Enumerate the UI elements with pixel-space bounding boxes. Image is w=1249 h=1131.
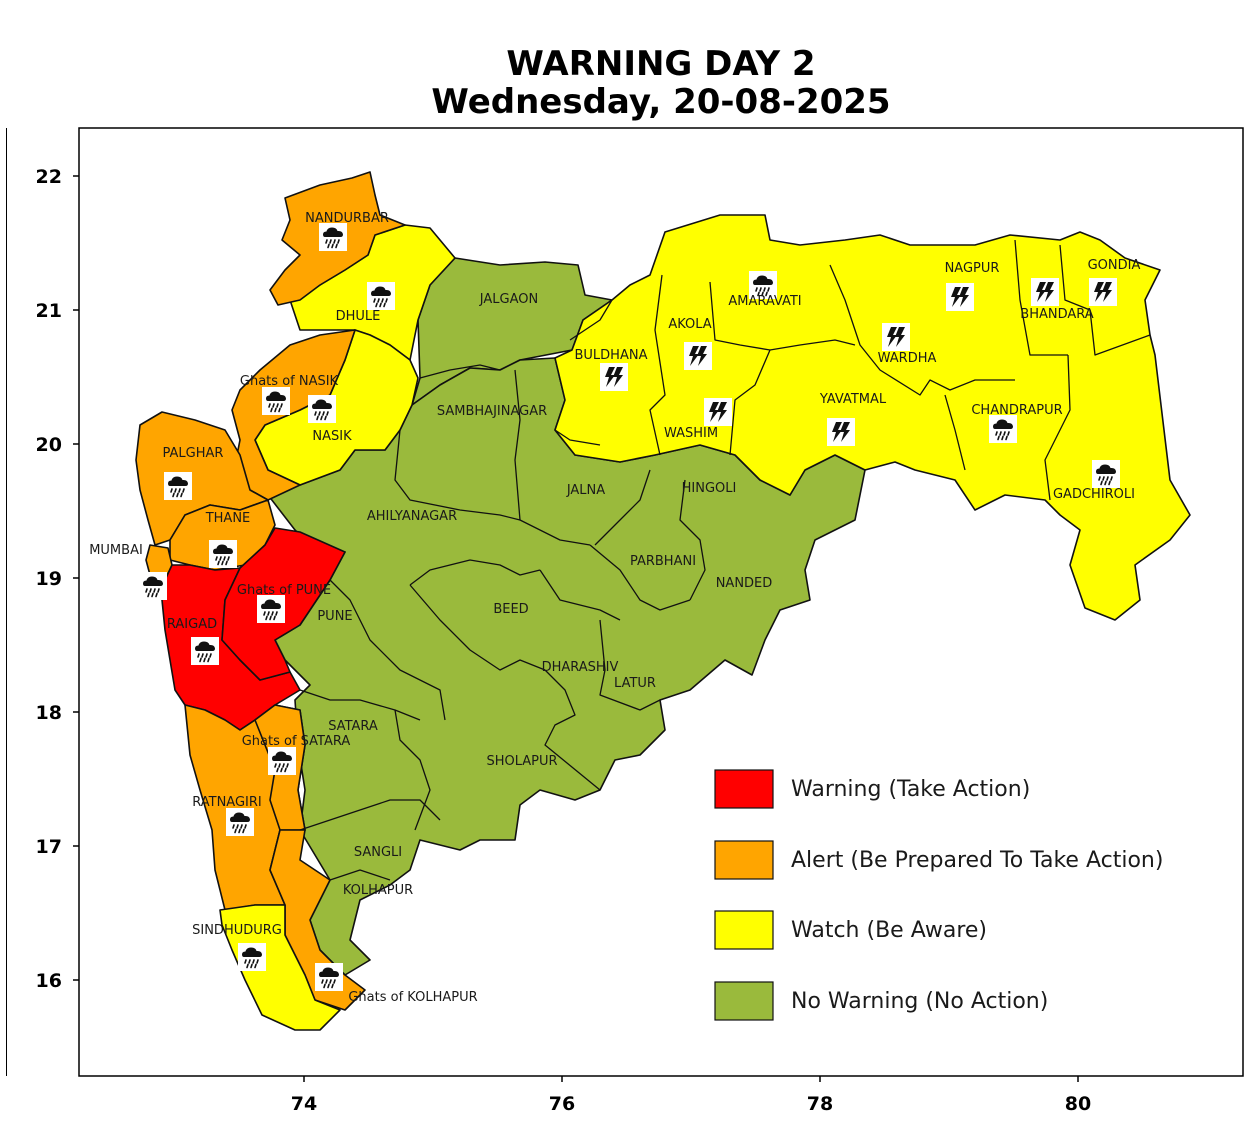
thunderstorm-icon (1031, 278, 1059, 306)
district-label-jalna: JALNA (566, 483, 605, 498)
district-label-yavatmal: YAVATMAL (819, 392, 887, 407)
district-label-dhule: DHULE (336, 309, 381, 324)
map-date-subtitle: Wednesday, 20-08-2025 (431, 82, 891, 122)
x-tick-label: 78 (807, 1093, 833, 1115)
district-label-raigad: RAIGAD (167, 617, 217, 632)
legend-swatch-warning (714, 769, 774, 809)
district-label-nasik: NASIK (312, 429, 352, 444)
district-label-amaravati: AMARAVATI (728, 294, 801, 309)
y-tick-label: 20 (36, 434, 62, 456)
district-label-ratnagiri: RATNAGIRI (192, 795, 262, 810)
district-label-sindhudurg: SINDHUDURG (192, 923, 282, 938)
y-tick-label: 16 (36, 970, 62, 992)
district-label-akola: AKOLA (668, 317, 711, 332)
district-label-latur: LATUR (614, 676, 656, 691)
district-label-parbhani: PARBHANI (630, 554, 696, 569)
y-tick-label: 19 (36, 568, 62, 590)
legend-swatch-alert (714, 840, 774, 880)
heavy-rain-icon (139, 572, 167, 600)
district-shape-raigad (161, 564, 301, 731)
district-label-satara: SATARA (328, 719, 378, 734)
district-label-pune: PUNE (317, 609, 352, 624)
district-label-ahilyanagar: AHILYANAGAR (367, 509, 457, 524)
heavy-rain-icon (226, 808, 254, 836)
district-label-sangli: SANGLI (354, 845, 402, 860)
thunderstorm-icon (1089, 278, 1117, 306)
district-label-thane: THANE (205, 511, 251, 526)
legend: Warning (Take Action) Alert (Be Prepared… (714, 769, 1163, 1021)
district-label-beed: BEED (493, 602, 528, 617)
heavy-rain-icon (268, 747, 296, 775)
district-label-hingoli: HINGOLI (682, 481, 737, 496)
left-panel-frame (0, 128, 7, 1076)
heavy-rain-icon (1092, 460, 1120, 488)
district-label-sambhajinagar: SAMBHAJINAGAR (437, 404, 547, 419)
district-label-ghats-of-pune: Ghats of PUNE (237, 583, 331, 598)
district-label-ghats-of-nasik: Ghats of NASIK (240, 374, 339, 389)
heavy-rain-icon (319, 223, 347, 251)
district-shape-ghats-of-nasik (231, 329, 356, 501)
district-label-gadchiroli: GADCHIROLI (1053, 487, 1135, 502)
heavy-rain-icon (238, 943, 266, 971)
district-label-buldhana: BULDHANA (575, 348, 648, 363)
district-label-chandrapur: CHANDRAPUR (971, 403, 1062, 418)
district-label-jalgaon: JALGAON (479, 292, 538, 307)
y-tick-label: 21 (36, 300, 62, 322)
heavy-rain-icon (367, 282, 395, 310)
x-tick-label: 80 (1065, 1093, 1091, 1115)
district-label-nagpur: NAGPUR (945, 261, 1000, 276)
thunderstorm-icon (704, 398, 732, 426)
legend-label: Alert (Be Prepared To Take Action) (791, 848, 1163, 873)
thunderstorm-icon (946, 283, 974, 311)
y-tick-label: 17 (36, 836, 62, 858)
legend-label: Watch (Be Aware) (791, 918, 987, 943)
district-label-washim: WASHIM (664, 426, 718, 441)
heavy-rain-icon (164, 472, 192, 500)
district-label-sholapur: SHOLAPUR (486, 754, 557, 769)
thunderstorm-icon (882, 323, 910, 351)
heavy-rain-icon (308, 395, 336, 423)
district-label-ghats-of-kolhapur: Ghats of KOLHAPUR (348, 990, 477, 1005)
district-label-palghar: PALGHAR (163, 446, 224, 461)
heavy-rain-icon (989, 415, 1017, 443)
district-shape-vidarbha (554, 214, 1191, 621)
heavy-rain-icon (315, 963, 343, 991)
x-tick-label: 74 (291, 1093, 317, 1115)
heavy-rain-icon (209, 540, 237, 568)
x-tick-label: 76 (549, 1093, 575, 1115)
heavy-rain-icon (257, 595, 285, 623)
district-label-nanded: NANDED (716, 576, 773, 591)
thunderstorm-icon (827, 418, 855, 446)
heavy-rain-icon (191, 637, 219, 665)
legend-swatch-watch (714, 910, 774, 950)
heavy-rain-icon (262, 387, 290, 415)
district-label-ghats-of-satara: Ghats of SATARA (242, 734, 351, 749)
district-label-gondia: GONDIA (1088, 258, 1141, 273)
district-label-kolhapur: KOLHAPUR (343, 883, 413, 898)
district-label-dharashiv: DHARASHIV (542, 660, 619, 675)
legend-label: No Warning (No Action) (791, 989, 1048, 1014)
plot-frame (78, 127, 1244, 1077)
map-title: WARNING DAY 2 (506, 44, 816, 84)
district-label-bhandara: BHANDARA (1020, 307, 1093, 322)
thunderstorm-icon (600, 363, 628, 391)
district-label-mumbai: MUMBAI (89, 543, 143, 558)
district-shape-sindhudurg (219, 904, 341, 1031)
legend-swatch-no-warning (714, 981, 774, 1021)
y-tick-label: 22 (36, 166, 62, 188)
district-label-nandurbar: NANDURBAR (305, 211, 389, 226)
legend-label: Warning (Take Action) (791, 777, 1030, 802)
thunderstorm-icon (684, 342, 712, 370)
y-tick-label: 18 (36, 702, 62, 724)
district-label-wardha: WARDHA (878, 351, 937, 366)
